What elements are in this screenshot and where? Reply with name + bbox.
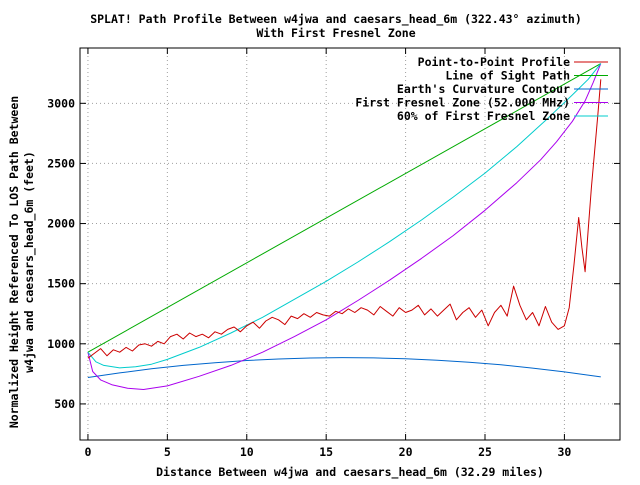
y-tick-label: 1500 (47, 277, 75, 291)
y-tick-label: 1000 (47, 337, 75, 351)
series-group (87, 63, 602, 390)
grid (80, 48, 620, 440)
y-tick-label: 2500 (47, 156, 75, 170)
plot-frame (79, 47, 621, 441)
legend-label-earth-s-curvature-contour: Earth's Curvature Contour (397, 82, 570, 96)
x-tick-label: 15 (319, 445, 333, 459)
x-tick-label: 10 (240, 445, 254, 459)
legend-label-line-of-sight-path: Line of Sight Path (445, 69, 570, 83)
x-tick-label: 0 (84, 445, 91, 459)
y-axis-label-line1: Normalized Height Referenced To LOS Path… (7, 96, 21, 428)
chart-title: SPLAT! Path Profile Between w4jwa and ca… (90, 12, 582, 27)
y-tick-label: 2000 (47, 217, 75, 231)
series-line-line-of-sight-path (87, 63, 602, 353)
legend-label-first-fresnel-zone-52-000-mhz: First Fresnel Zone (52.000 MHz) (355, 96, 570, 110)
x-tick-label: 5 (164, 445, 171, 459)
axes: 0 5 10 15 20 25 30 500 1000 1500 2000 2500 3000 (47, 47, 621, 459)
y-tick-label: 500 (54, 397, 75, 411)
x-tick-label: 20 (399, 445, 413, 459)
legend-label-point-to-point-profile: Point-to-Point Profile (418, 55, 570, 69)
x-axis-label: Distance Between w4jwa and caesars_head_… (156, 465, 544, 480)
series-line-60-of-first-fresnel-zone (87, 63, 602, 369)
series-line-point-to-point-profile (87, 79, 602, 359)
series-line-first-fresnel-zone-52-000-mhz (87, 63, 602, 390)
series-line-earth-s-curvature-contour (87, 357, 601, 378)
y-tick-label: 3000 (47, 96, 75, 110)
chart-subtitle: With First Fresnel Zone (256, 26, 415, 40)
y-axis-label-line2: w4jwa and caesars_head_6m (feet) (22, 151, 37, 373)
x-tick-label: 30 (557, 445, 571, 459)
x-tick-label: 25 (478, 445, 492, 459)
legend-label-60-of-first-fresnel-zone: 60% of First Fresnel Zone (397, 109, 570, 123)
